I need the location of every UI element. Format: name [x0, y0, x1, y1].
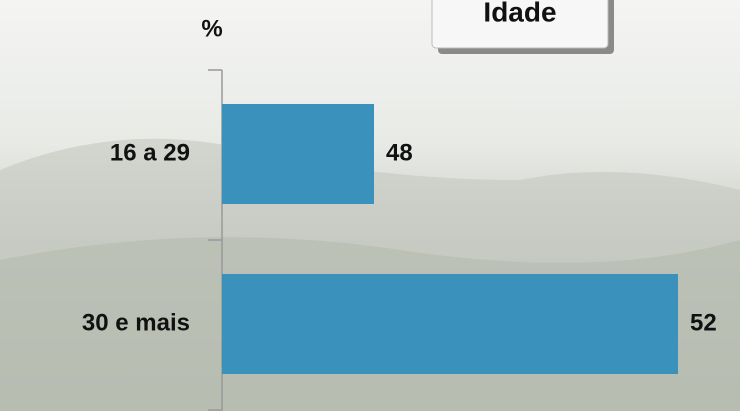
title-box [431, 0, 609, 49]
axis-label: % [201, 15, 222, 42]
y-tick-label: 16 a 29 [110, 139, 190, 166]
chart-title: Idade [483, 0, 556, 27]
y-tick-label: 30 e mais [82, 309, 190, 336]
value-label: 48 [386, 139, 413, 166]
value-label: 52 [690, 309, 717, 336]
bar [222, 274, 678, 374]
bar [222, 104, 374, 204]
